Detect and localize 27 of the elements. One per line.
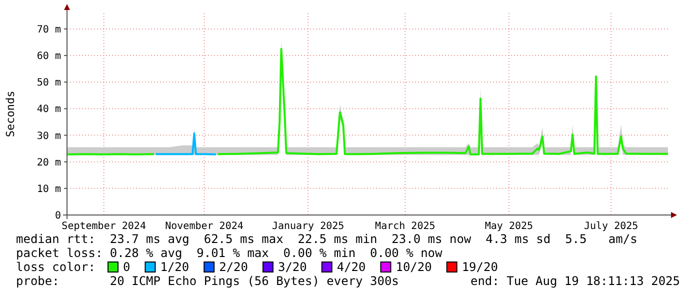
y-tick-label: 40 m <box>36 104 61 116</box>
x-tick-label: November 2024 <box>165 221 244 232</box>
x-tick-label: July 2025 <box>584 221 638 232</box>
legend-label: 2/20 <box>219 260 248 274</box>
text: median rtt: 23.7 ms avg 62.5 ms max 22.5 ms min 23.0 ms now 4.3 ms sd 5.5 am/s <box>16 232 638 246</box>
y-axis-title: Seconds <box>4 90 17 138</box>
y-tick-label: 30 m <box>36 130 61 142</box>
y-tick-label: 0 <box>54 210 61 222</box>
legend-label: 4/20 <box>336 260 366 274</box>
y-tick-label: 20 m <box>36 157 61 168</box>
y-tick-label: 60 m <box>36 51 61 62</box>
x-tick-label: September 2024 <box>62 221 146 232</box>
text: end: Tue Aug 19 18:11:13 2025 <box>470 274 680 288</box>
y-tick-label: 50 m <box>36 78 61 89</box>
legend-label: 1/20 <box>160 260 190 274</box>
legend-label: 10/20 <box>396 260 432 274</box>
x-tick-label: May 2025 <box>484 221 534 232</box>
legend-label: 3/20 <box>278 260 307 274</box>
x-tick-label: March 2025 <box>375 221 436 232</box>
legend-label: 0 <box>123 260 130 274</box>
x-tick-label: January 2025 <box>272 221 344 232</box>
y-tick-label: 10 m <box>36 184 61 195</box>
y-tick-label: 70 m <box>36 24 61 36</box>
text: probe: 20 ICMP Echo Pings (56 Bytes) every 300s <box>16 274 399 288</box>
text: packet loss: 0.28 % avg 9.01 % max 0.00 % min 0.00 % now <box>16 246 444 260</box>
legend-label: 19/20 <box>462 260 498 274</box>
legend-title: loss color: <box>16 260 96 274</box>
